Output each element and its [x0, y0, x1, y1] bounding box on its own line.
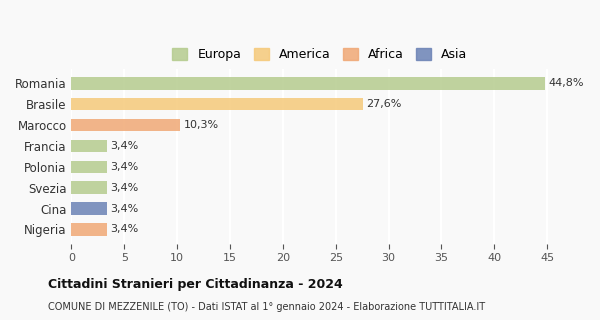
Text: 10,3%: 10,3%	[184, 120, 218, 130]
Bar	[71, 161, 107, 173]
Text: 3,4%: 3,4%	[110, 141, 139, 151]
Bar	[71, 140, 107, 152]
Legend: Europa, America, Africa, Asia: Europa, America, Africa, Asia	[169, 44, 471, 65]
Text: 3,4%: 3,4%	[110, 162, 139, 172]
Text: 3,4%: 3,4%	[110, 183, 139, 193]
Text: 3,4%: 3,4%	[110, 224, 139, 235]
Text: COMUNE DI MEZZENILE (TO) - Dati ISTAT al 1° gennaio 2024 - Elaborazione TUTTITAL: COMUNE DI MEZZENILE (TO) - Dati ISTAT al…	[48, 302, 485, 312]
Bar	[71, 119, 181, 131]
Text: 44,8%: 44,8%	[548, 78, 584, 88]
Bar	[71, 223, 107, 236]
Text: Cittadini Stranieri per Cittadinanza - 2024: Cittadini Stranieri per Cittadinanza - 2…	[48, 278, 343, 291]
Text: 27,6%: 27,6%	[367, 99, 402, 109]
Bar	[71, 77, 545, 90]
Bar	[71, 202, 107, 215]
Bar	[71, 181, 107, 194]
Text: 3,4%: 3,4%	[110, 204, 139, 213]
Bar	[71, 98, 363, 110]
